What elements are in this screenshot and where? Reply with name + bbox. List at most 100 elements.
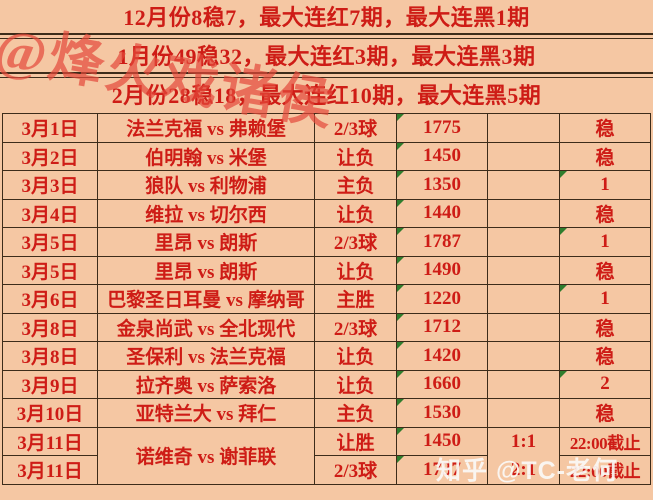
odds-cell-text: 1220 (423, 287, 461, 309)
bet-type-cell-text: 2/3球 (333, 318, 378, 340)
odds-cell: 1737 (396, 455, 488, 485)
odds-cell-text: 1660 (423, 373, 461, 395)
match-cell: 里昂 vs 朗斯 (97, 255, 315, 285)
bet-type-cell-text: 2/3球 (333, 119, 378, 141)
odds-cell-text: 1530 (423, 401, 461, 423)
bet-type-cell-text: 主负 (336, 404, 375, 426)
odds-cell-text: 1775 (423, 116, 461, 138)
score-cell (487, 141, 560, 171)
corner-marker-icon (397, 171, 404, 178)
match-cell: 诺维奇 vs 谢菲联 (97, 426, 315, 485)
predictions-table: 3月1日 法兰克福 vs 弗赖堡 2/3球 1775 稳 3月2日 伯明翰 vs 米堡 让负 1… (2, 113, 651, 485)
result-cell-text: 稳 (595, 347, 615, 369)
odds-cell: 1787 (396, 227, 488, 257)
score-cell (487, 198, 560, 228)
summary-row-february: 2月份28稳18，最大连红10期，最大连黑5期 (111, 83, 542, 108)
match-cell-text: 巴黎圣日耳曼 vs 摩纳哥 (107, 290, 305, 312)
date-cell: 3月2日 (2, 141, 98, 171)
odds-cell: 1660 (396, 369, 488, 399)
odds-cell-text: 1490 (423, 259, 461, 281)
table-row: 3月11日 诺维奇 vs 谢菲联 让胜 1450 1:1 22:00截止 (2, 426, 651, 485)
bet-type-cell-text: 让胜 (336, 432, 375, 454)
corner-marker-icon (397, 313, 404, 321)
corner-marker-icon (397, 456, 404, 463)
match-cell: 维拉 vs 切尔西 (97, 198, 315, 228)
odds-cell-text: 1787 (423, 230, 461, 252)
divider (0, 74, 653, 78)
odds-cell: 1490 (396, 255, 488, 285)
result-cell-text: 1 (600, 230, 610, 252)
match-cell: 狼队 vs 利物浦 (97, 170, 315, 200)
table-row: 3月10日 亚特兰大 vs 拜仁 主负 1530 稳 (2, 398, 651, 428)
date-cell: 3月8日 (2, 341, 98, 371)
match-cell-text: 圣保利 vs 法兰克福 (126, 347, 286, 369)
bet-type-cell-text: 主胜 (336, 290, 375, 312)
result-cell-text: 稳 (595, 147, 615, 169)
match-cell: 圣保利 vs 法兰克福 (97, 341, 315, 371)
bet-type-cell: 2/3球 (314, 113, 397, 143)
bet-type-cell: 主胜 (314, 284, 397, 314)
result-cell: 2 (559, 369, 651, 399)
match-cell-text: 诺维奇 vs 谢菲联 (135, 447, 277, 468)
bet-type-cell: 2/3球 (314, 455, 397, 485)
date-cell-text: 3月10日 (16, 404, 84, 426)
score-cell: 2:1 (487, 455, 560, 485)
bet-type-cell: 让负 (314, 255, 397, 285)
date-cell-text: 3月5日 (21, 261, 79, 283)
match-cell-text: 亚特兰大 vs 拜仁 (135, 404, 277, 426)
odds-cell-text: 1420 (423, 344, 461, 366)
table-row: 3月2日 伯明翰 vs 米堡 让负 1450 稳 (2, 141, 651, 171)
score-cell (487, 312, 560, 342)
bet-type-cell: 让胜 (314, 426, 397, 456)
match-cell: 拉齐奥 vs 萨索洛 (97, 369, 315, 399)
match-cell: 亚特兰大 vs 拜仁 (97, 398, 315, 428)
odds-cell: 1420 (396, 341, 488, 371)
date-cell-text: 3月1日 (21, 119, 79, 141)
corner-marker-icon (560, 171, 567, 178)
odds-cell: 1775 (396, 113, 488, 143)
score-cell (487, 255, 560, 285)
divider (0, 35, 653, 39)
match-cell-text: 里昂 vs 朗斯 (154, 233, 258, 255)
match-cell-text: 维拉 vs 切尔西 (145, 204, 267, 226)
odds-cell-text: 1350 (423, 173, 461, 195)
date-cell-text: 3月6日 (21, 290, 79, 312)
date-cell: 3月10日 (2, 398, 98, 428)
date-cell: 3月11日 (2, 455, 98, 485)
table-row: 3月5日 里昂 vs 朗斯 让负 1490 稳 (2, 255, 651, 285)
odds-cell-text: 1450 (423, 145, 461, 167)
odds-cell: 1350 (396, 170, 488, 200)
corner-marker-icon (560, 228, 567, 235)
result-cell-text: 22:00截止 (569, 433, 641, 453)
match-cell-text: 伯明翰 vs 米堡 (145, 147, 267, 169)
score-cell (487, 170, 560, 200)
date-cell: 3月8日 (2, 312, 98, 342)
corner-marker-icon (397, 399, 404, 406)
result-cell-text: 稳 (595, 318, 615, 340)
result-cell-text: 22:00截止 (569, 462, 641, 482)
result-cell: 1 (559, 227, 651, 257)
result-cell: 稳 (559, 113, 651, 143)
result-cell: 22:00截止 (559, 426, 651, 456)
divider (0, 33, 653, 35)
result-cell: 稳 (559, 255, 651, 285)
date-cell-text: 3月9日 (21, 375, 79, 397)
table-row: 3月8日 圣保利 vs 法兰克福 让负 1420 稳 (2, 341, 651, 371)
result-cell-text: 2 (600, 373, 610, 395)
score-cell (487, 369, 560, 399)
table-row: 3月5日 里昂 vs 朗斯 2/3球 1787 1 (2, 227, 651, 257)
table-row: 3月8日 金泉尚武 vs 全北现代 2/3球 1712 稳 (2, 312, 651, 342)
summary-row-january: 1月份49稳32，最大连红3期，最大连黑3期 (117, 44, 536, 69)
date-cell: 3月1日 (2, 113, 98, 143)
table-row: 3月1日 法兰克福 vs 弗赖堡 2/3球 1775 稳 (2, 113, 651, 143)
bet-type-cell: 2/3球 (314, 312, 397, 342)
score-cell-text: 2:1 (510, 458, 537, 480)
table-row: 3月9日 拉齐奥 vs 萨索洛 让负 1660 2 (2, 369, 651, 399)
bet-type-cell: 让负 (314, 141, 397, 171)
match-cell-text: 狼队 vs 利物浦 (145, 176, 267, 198)
date-cell: 3月3日 (2, 170, 98, 200)
odds-cell-text: 1440 (423, 202, 461, 224)
corner-marker-icon (397, 114, 404, 121)
result-cell: 1 (559, 284, 651, 314)
result-cell: 稳 (559, 198, 651, 228)
